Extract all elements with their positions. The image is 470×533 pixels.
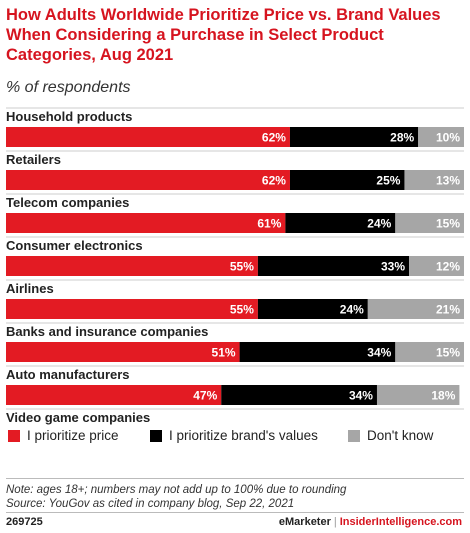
category-label: Video game companies — [6, 410, 150, 425]
brand-emarketer: eMarketer — [278, 516, 331, 528]
legend-label: I prioritize brand's values — [169, 428, 318, 443]
bar-segment — [418, 127, 464, 147]
legend-swatch — [8, 429, 20, 442]
bar-segment — [6, 213, 286, 233]
bar-segment — [395, 342, 464, 362]
footer-brand: eMarketer | InsiderIntelligence.com — [279, 516, 462, 528]
data-label: 25% — [376, 174, 400, 188]
note-divider — [6, 478, 464, 479]
chart-subtitle: % of respondents — [6, 79, 131, 96]
category-label: Consumer electronics — [6, 238, 143, 253]
bar-segment — [257, 299, 368, 319]
legend: I prioritize price I prioritize brand's v… — [0, 428, 470, 444]
data-label: 15% — [436, 346, 460, 360]
data-label: 33% — [381, 260, 405, 274]
bar-segment — [367, 299, 464, 319]
data-label: 18% — [431, 389, 455, 403]
legend-swatch — [348, 429, 360, 442]
bar-segment — [257, 256, 410, 276]
data-label: 61% — [257, 217, 281, 231]
brand-insider-intelligence[interactable]: InsiderIntelligence.com — [339, 516, 462, 528]
bar-segment — [395, 213, 464, 233]
bar-segment — [285, 213, 396, 233]
category-label: Banks and insurance companies — [6, 324, 208, 339]
chart-title: How Adults Worldwide Prioritize Price vs… — [6, 6, 441, 64]
bar-segment — [6, 299, 258, 319]
chart-id: 269725 — [6, 516, 43, 528]
data-label: 47% — [193, 389, 217, 403]
data-label: 55% — [230, 260, 254, 274]
data-label: 15% — [436, 217, 460, 231]
legend-label: I prioritize price — [27, 428, 119, 443]
bar-segment — [289, 127, 419, 147]
category-label: Airlines — [6, 281, 54, 296]
data-label: 21% — [436, 303, 460, 317]
footer-divider — [6, 512, 464, 513]
data-label: 62% — [262, 131, 286, 145]
bar-segment — [6, 127, 290, 147]
category-label: Household products — [6, 109, 132, 124]
bar-segment — [6, 385, 222, 405]
source-text: Source: YouGov as cited in company blog,… — [6, 497, 295, 510]
note-text: Note: ages 18+; numbers may not add up t… — [6, 484, 347, 496]
bar-segment — [6, 170, 290, 190]
bar-segment — [404, 170, 464, 190]
bar-segment — [221, 385, 377, 405]
bar-segment — [289, 170, 405, 190]
legend-item: Don't know — [348, 428, 433, 443]
notes: Note: ages 18+; numbers may not add up t… — [6, 484, 346, 511]
data-label: 28% — [390, 131, 414, 145]
bar-segment — [376, 385, 460, 405]
category-label: Retailers — [6, 152, 61, 167]
data-label: 10% — [436, 131, 460, 145]
data-label: 34% — [367, 346, 391, 360]
data-label: 12% — [436, 260, 460, 274]
category-label: Telecom companies — [6, 195, 129, 210]
brand-separator: | — [333, 516, 337, 528]
data-label: 34% — [349, 389, 373, 403]
category-label: Auto manufacturers — [6, 367, 130, 382]
data-label: 62% — [262, 174, 286, 188]
legend-item: I prioritize price — [8, 428, 119, 443]
data-label: 24% — [340, 303, 364, 317]
bar-segment — [6, 342, 240, 362]
stacked-bar-chart: Household products 62% 28% 10% Retailers 62% 2… — [6, 107, 464, 425]
legend-label: Don't know — [367, 428, 434, 443]
data-label: 51% — [212, 346, 236, 360]
legend-item: I prioritize brand's values — [150, 428, 318, 443]
bar-segment — [239, 342, 396, 362]
bar-segment — [6, 256, 258, 276]
data-label: 55% — [230, 303, 254, 317]
data-label: 13% — [436, 174, 460, 188]
data-label: 24% — [367, 217, 391, 231]
legend-swatch — [150, 429, 162, 442]
bar-segment — [409, 256, 464, 276]
